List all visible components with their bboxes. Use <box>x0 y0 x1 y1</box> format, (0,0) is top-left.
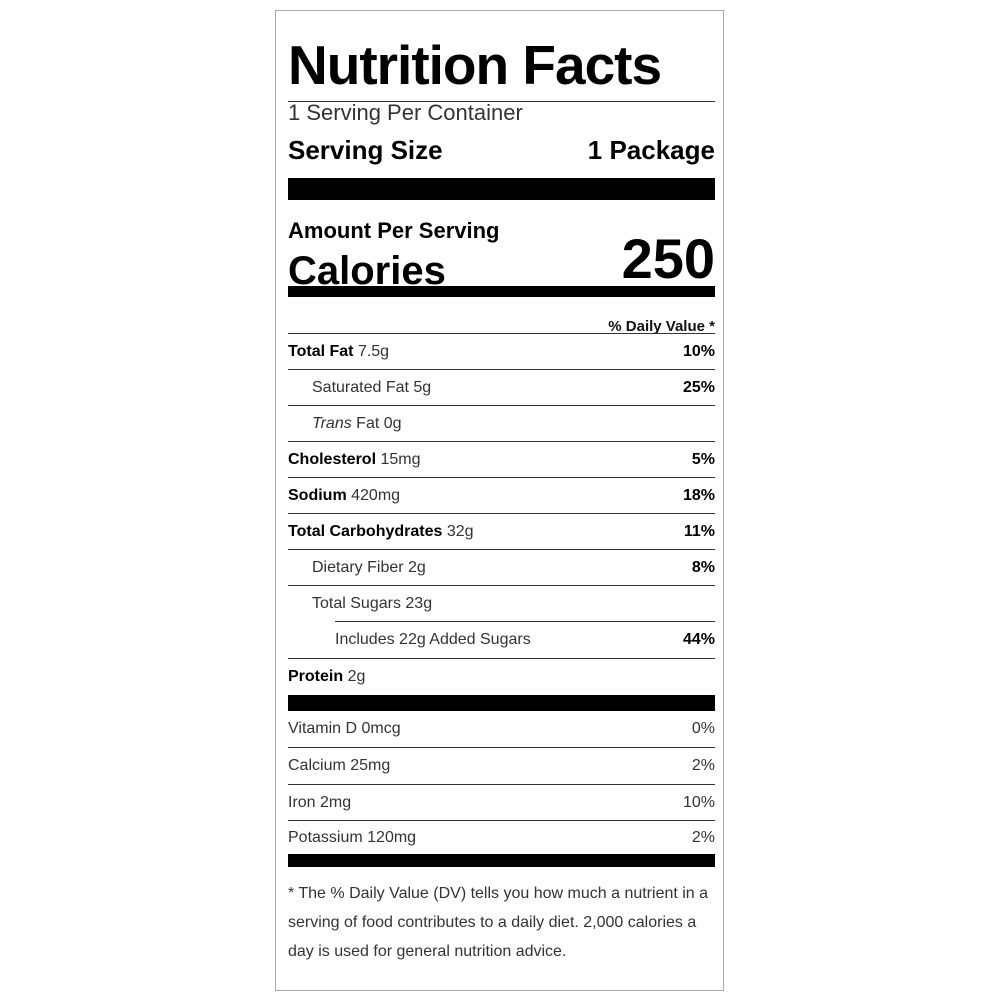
nutrient-row-sodium: Sodium 420mg 18% <box>288 478 715 514</box>
daily-value-header: % Daily Value * <box>608 318 715 335</box>
serving-size-value: 1 Package <box>587 135 715 165</box>
calories-label: Calories <box>288 249 446 293</box>
thick-divider <box>288 178 715 200</box>
nutrient-row-saturated-fat: Saturated Fat 5g 25% <box>288 370 715 406</box>
divider <box>335 621 715 622</box>
vitamin-row-calcium: Calcium 25mg 2% <box>288 748 715 785</box>
nutrient-row-protein: Protein 2g <box>288 668 366 685</box>
thick-divider <box>288 286 715 297</box>
nutrient-row-cholesterol: Cholesterol 15mg 5% <box>288 442 715 478</box>
calories-value: 250 <box>621 227 715 290</box>
thick-divider <box>288 695 715 711</box>
nutrient-row-total-carbohydrates: Total Carbohydrates 32g 11% <box>288 514 715 550</box>
amount-per-serving: Amount Per Serving <box>288 218 500 243</box>
nutrient-row-dietary-fiber: Dietary Fiber 2g 8% <box>288 550 715 586</box>
nutrient-row-trans-fat: Trans Fat 0g <box>288 406 715 442</box>
nutrient-row-total-fat: Total Fat 7.5g 10% <box>288 334 715 370</box>
serving-size-label: Serving Size <box>288 135 443 165</box>
vitamin-row-vitamin-d: Vitamin D 0mcg 0% <box>288 711 715 748</box>
nutrition-facts-label: Nutrition Facts 1 Serving Per Container … <box>275 10 724 991</box>
divider <box>288 101 715 102</box>
thick-divider <box>288 854 715 867</box>
servings-per-container: 1 Serving Per Container <box>288 100 523 125</box>
nutrient-list: Total Fat 7.5g 10% Saturated Fat 5g 25% Tr… <box>288 334 715 695</box>
nutrient-row-total-sugars: Total Sugars 23g <box>288 586 715 622</box>
vitamin-list: Vitamin D 0mcg 0% Calcium 25mg 2% Iron 2mg… <box>288 711 715 854</box>
footnote: * The % Daily Value (DV) tells you how m… <box>288 885 709 960</box>
serving-size-row: Serving Size 1 Package <box>288 135 715 165</box>
label-title: Nutrition Facts <box>288 34 662 96</box>
vitamin-row-potassium: Potassium 120mg 2% <box>288 828 715 846</box>
vitamin-row-iron: Iron 2mg 10% <box>288 785 715 821</box>
nutrient-row-added-sugars: Includes 22g Added Sugars 44% <box>288 622 715 659</box>
divider <box>288 333 715 334</box>
